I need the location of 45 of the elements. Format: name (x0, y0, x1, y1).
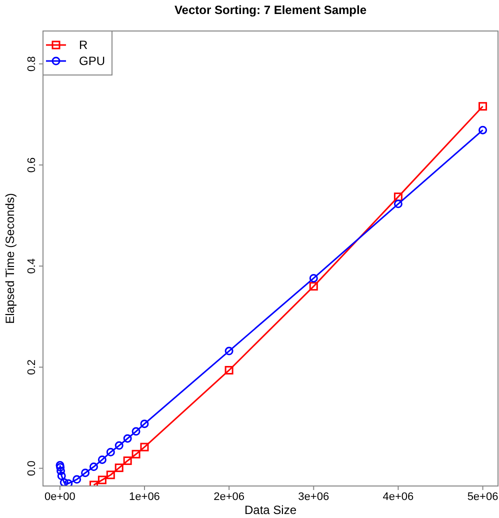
point (478, 126, 488, 134)
point (56, 463, 65, 472)
point (123, 434, 132, 443)
chart-title: Vector Sorting: 7 Element Sample (174, 3, 367, 17)
point (132, 427, 140, 436)
y-tick-label: 0.0 (26, 460, 38, 476)
point (89, 462, 98, 472)
point (98, 476, 106, 484)
point (394, 192, 402, 202)
x-tick-label: 3e+06 (298, 491, 330, 503)
point (72, 475, 82, 484)
point (114, 464, 124, 472)
point (57, 472, 66, 480)
x-tick-label: 2e+06 (214, 491, 245, 503)
point (106, 470, 115, 480)
y-tick-label: 0.2 (26, 360, 38, 375)
point (56, 466, 66, 476)
y-tick-label: 0.6 (26, 157, 38, 173)
point (140, 420, 149, 428)
point (478, 102, 488, 111)
point (224, 346, 234, 356)
x-tick-label: 0e+00 (44, 491, 76, 503)
legend-label: R (79, 38, 88, 52)
point (56, 461, 64, 470)
point (98, 455, 106, 464)
point (132, 450, 140, 458)
point (114, 441, 124, 450)
y-tick-label: 0.8 (26, 56, 38, 72)
point (394, 200, 402, 208)
point (64, 479, 73, 486)
x-axis-title: Data Size (244, 503, 297, 517)
y-axis-title: Elapsed Time (Seconds) (3, 193, 17, 324)
y-tick-label: 0.4 (26, 258, 38, 274)
point (60, 478, 68, 486)
x-tick-label: 1e+06 (129, 491, 160, 503)
point (140, 442, 149, 452)
point (309, 282, 318, 291)
x-tick-label: 4e+06 (382, 491, 414, 503)
point (123, 456, 132, 465)
point (309, 274, 318, 282)
point (106, 448, 115, 456)
point (224, 366, 234, 374)
point (81, 468, 90, 478)
x-tick-label: 5e+06 (467, 491, 498, 503)
legend-label: GPU (79, 54, 106, 68)
